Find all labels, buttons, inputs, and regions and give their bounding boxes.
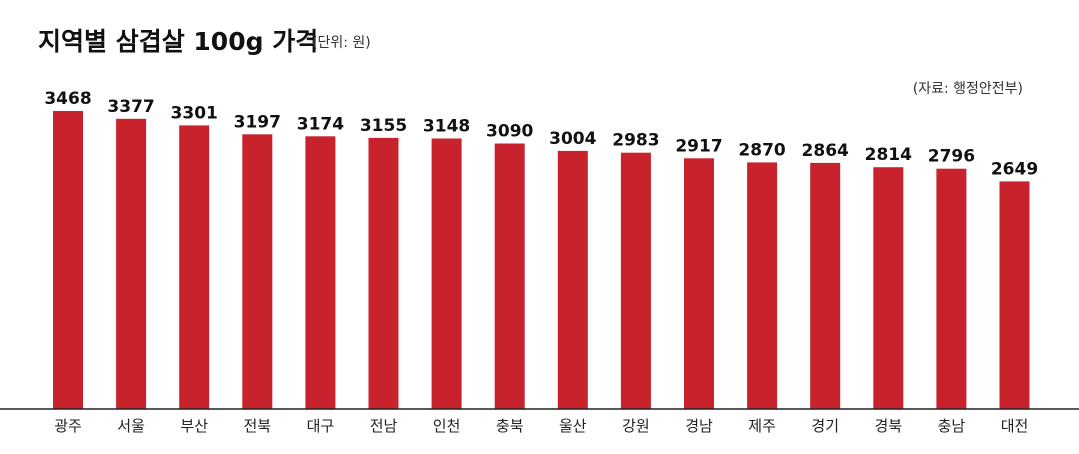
x-tick-label: 부산 [180, 417, 208, 435]
bar-서울 [116, 118, 147, 410]
bar-충북 [494, 143, 525, 409]
x-tick-label: 경북 [874, 417, 902, 435]
bar-강원 [620, 152, 651, 409]
bar-경기 [810, 162, 841, 409]
bar-value-label: 3301 [171, 103, 218, 123]
x-tick-label: 서울 [117, 417, 145, 435]
x-tick-label: 제주 [748, 417, 776, 435]
bar-인천 [431, 138, 462, 409]
bar-제주 [747, 162, 778, 409]
x-tick-label: 충남 [938, 417, 966, 435]
tick-labels-layer: 광주 서울 부산 전북 대구 전남 인천 충북 울산 강원 경남 제주 경기 경북 충남 대전 [54, 417, 1028, 435]
bar-value-label: 3155 [360, 116, 407, 136]
bar-value-label: 3090 [486, 122, 533, 142]
x-tick-label: 울산 [559, 417, 587, 435]
bar-value-label: 2814 [865, 145, 912, 165]
bar-value-label: 2864 [802, 141, 849, 161]
chart-title: 지역별 삼겹살 100g 가격 [38, 27, 319, 56]
bar-광주 [53, 111, 83, 409]
x-tick-label: 경남 [685, 417, 713, 435]
bar-충남 [936, 168, 967, 409]
bar-value-label: 3468 [44, 89, 91, 109]
x-tick-label: 인천 [433, 417, 461, 435]
bar-value-label: 2870 [738, 140, 785, 160]
x-tick-label: 경기 [811, 417, 839, 435]
bar-value-label: 2796 [928, 147, 975, 167]
bar-values-layer: 3468 3377 3301 3197 3174 3155 3148 3090 3004 2983… [44, 89, 1038, 179]
bar-전남 [368, 137, 399, 409]
bars-layer [53, 111, 1030, 410]
bar-value-label: 2917 [675, 136, 722, 156]
bar-value-label: 3174 [297, 114, 344, 134]
x-tick-label: 충북 [496, 417, 524, 435]
x-tick-label: 전북 [243, 417, 271, 435]
bar-value-label: 2983 [612, 131, 659, 151]
chart-source-note: (자료: 행정안전부) [912, 81, 1023, 97]
x-tick-label: 대전 [1001, 417, 1029, 435]
bar-경남 [684, 158, 714, 409]
bar-대전 [999, 181, 1030, 409]
bar-value-label: 3004 [549, 129, 596, 149]
x-tick-label: 전남 [370, 417, 398, 435]
x-tick-label: 강원 [622, 417, 650, 435]
bar-부산 [179, 125, 210, 410]
bar-울산 [557, 150, 588, 409]
bar-대구 [305, 136, 336, 410]
x-tick-label: 대구 [307, 417, 335, 435]
x-tick-label: 광주 [54, 417, 82, 435]
bar-value-label: 3148 [423, 117, 470, 137]
bar-value-label: 3197 [234, 112, 281, 132]
bar-경북 [873, 167, 904, 409]
bar-전북 [242, 134, 273, 410]
chart-unit-note: (단위: 원) [312, 35, 371, 51]
bar-value-label: 2649 [991, 159, 1038, 179]
bar-value-label: 3377 [107, 97, 154, 117]
